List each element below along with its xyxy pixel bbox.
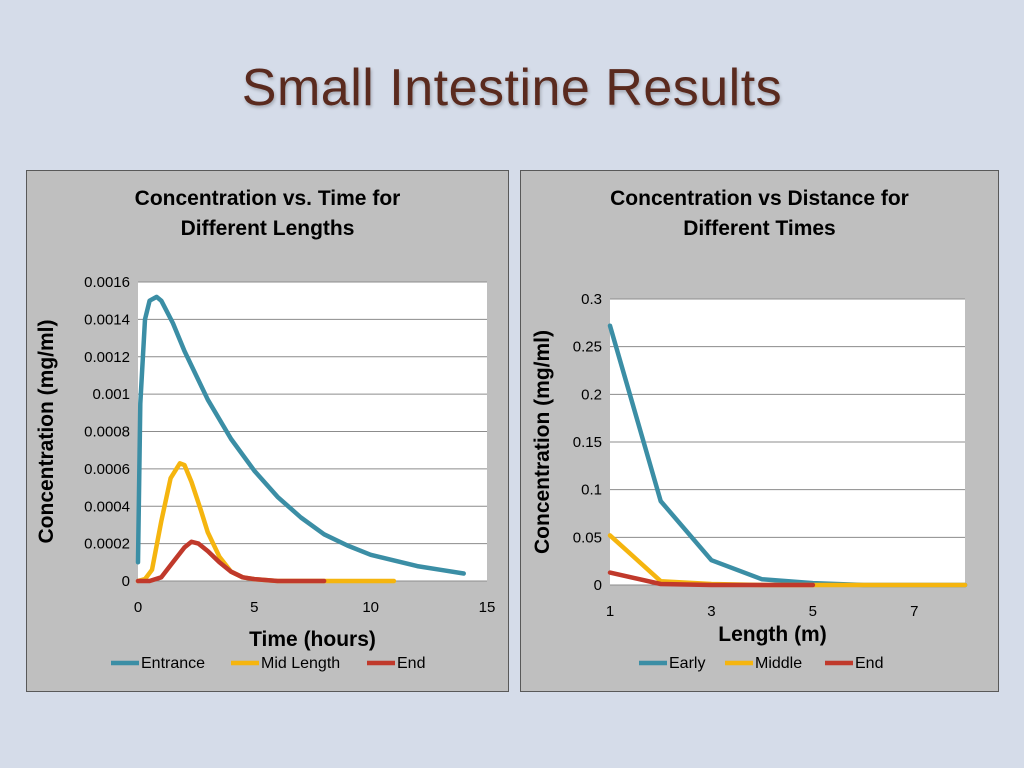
x-axis-label: Time (hours) xyxy=(249,628,376,651)
x-tick-label: 10 xyxy=(362,599,379,616)
chart-title-line: Concentration vs Distance for xyxy=(610,187,909,210)
y-tick-label: 0.1 xyxy=(581,482,602,499)
slide-title: Small Intestine Results xyxy=(241,59,783,117)
y-tick-label: 0.2 xyxy=(581,386,602,403)
y-tick-label: 0.0014 xyxy=(84,311,130,328)
x-axis-label: Length (m) xyxy=(718,623,826,646)
y-tick-label: 0.15 xyxy=(573,434,602,451)
y-axis-label: Concentration (mg/ml) xyxy=(531,330,554,554)
x-tick-label: 5 xyxy=(250,599,258,616)
y-tick-label: 0.0016 xyxy=(84,274,130,291)
legend-label: Mid Length xyxy=(261,655,340,672)
y-tick-label: 0.0002 xyxy=(84,536,130,553)
x-tick-label: 0 xyxy=(134,599,142,616)
y-tick-label: 0 xyxy=(122,573,130,590)
x-tick-label: 1 xyxy=(606,603,614,620)
x-tick-label: 3 xyxy=(707,603,715,620)
x-tick-label: 15 xyxy=(479,599,496,616)
legend-label: Early xyxy=(669,655,705,672)
chart-panel-time: Concentration vs. Time for Different Leng… xyxy=(26,170,509,692)
y-tick-label: 0.001 xyxy=(92,386,130,403)
chart-concentration-vs-time: Concentration vs. Time for Different Leng… xyxy=(35,187,496,672)
y-tick-label: 0.0006 xyxy=(84,461,130,478)
chart-concentration-vs-distance: Concentration vs Distance for Different T… xyxy=(531,187,968,672)
legend-label: Middle xyxy=(755,655,802,672)
series-line-entrance xyxy=(135,294,466,576)
chart-title-line: Concentration vs. Time for xyxy=(135,187,401,210)
y-tick-label: 0.25 xyxy=(573,339,602,356)
chart-title-line: Different Times xyxy=(683,217,836,240)
chart-panel-distance: Concentration vs Distance for Different T… xyxy=(520,170,999,692)
legend-label: End xyxy=(397,655,425,672)
series-line-end xyxy=(607,570,816,588)
series-line-end xyxy=(135,539,327,584)
legend-label: Entrance xyxy=(141,655,205,672)
x-tick-label: 7 xyxy=(910,603,918,620)
y-tick-label: 0.0008 xyxy=(84,424,130,441)
legend-label: End xyxy=(855,655,883,672)
x-tick-label: 5 xyxy=(809,603,817,620)
y-tick-label: 0.05 xyxy=(573,529,602,546)
y-tick-label: 0.0004 xyxy=(84,498,130,515)
y-axis-label: Concentration (mg/ml) xyxy=(35,320,58,544)
chart-title-line: Different Lengths xyxy=(181,217,355,240)
y-tick-label: 0.0012 xyxy=(84,349,130,366)
y-tick-label: 0 xyxy=(594,577,602,594)
y-tick-label: 0.3 xyxy=(581,291,602,308)
